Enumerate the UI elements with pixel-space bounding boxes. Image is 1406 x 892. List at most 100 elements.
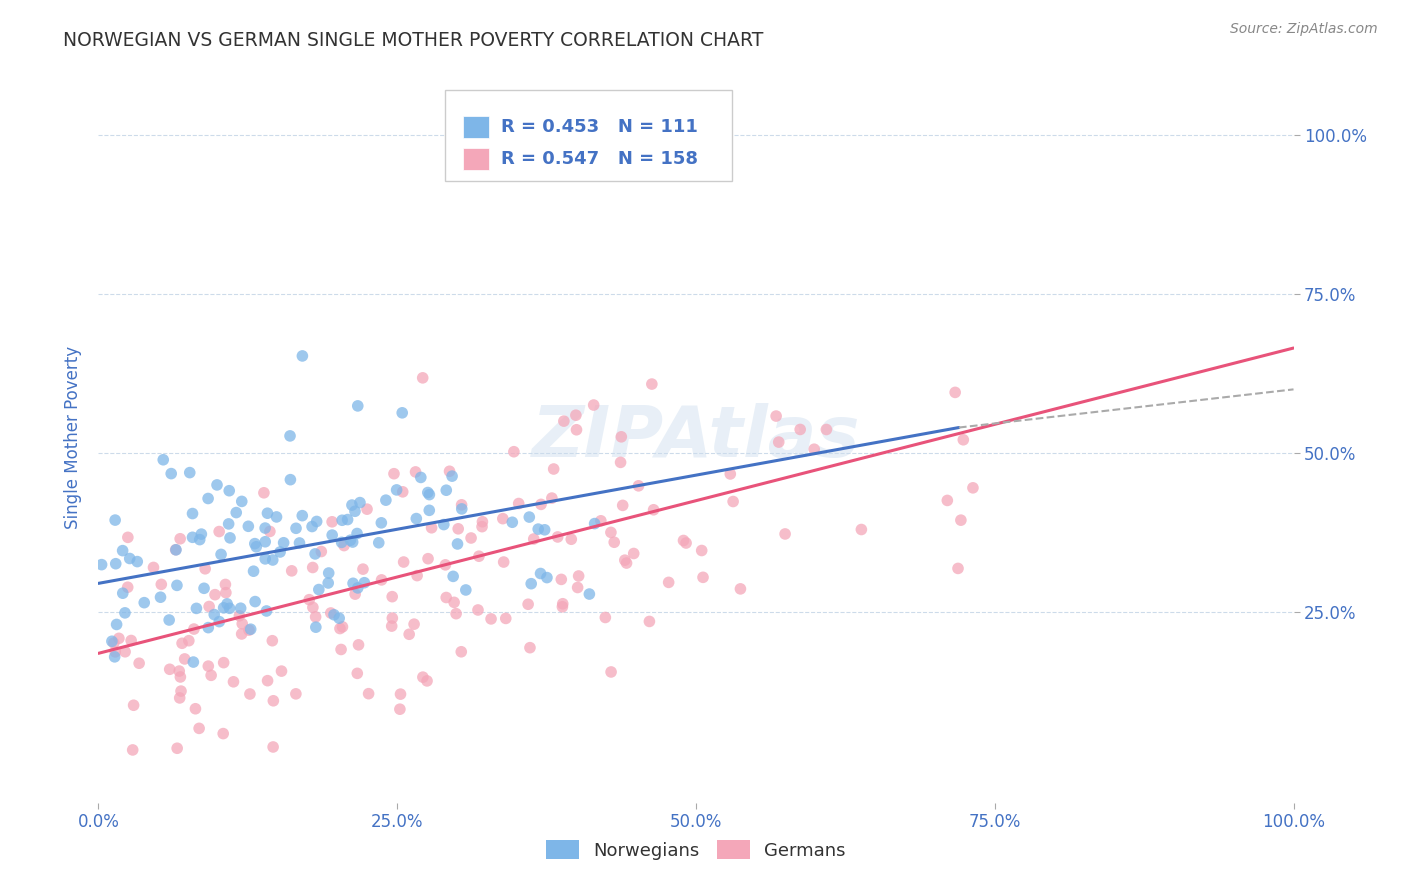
Point <box>578 587 600 601</box>
Point <box>197 491 219 506</box>
Point <box>269 545 291 559</box>
Point <box>278 429 301 443</box>
Point <box>193 582 215 596</box>
Point <box>627 479 650 493</box>
Point <box>298 592 321 607</box>
Point <box>134 596 156 610</box>
Point <box>641 377 664 392</box>
Point <box>616 556 638 570</box>
Point <box>181 530 204 544</box>
Point <box>543 462 565 476</box>
Point <box>291 508 314 523</box>
FancyBboxPatch shape <box>463 116 489 138</box>
Point <box>508 496 530 510</box>
Text: R = 0.547   N = 158: R = 0.547 N = 158 <box>501 150 699 168</box>
Point <box>254 521 277 535</box>
Point <box>439 464 461 478</box>
Point <box>319 606 342 620</box>
Point <box>381 590 404 604</box>
Point <box>568 569 591 583</box>
Point <box>262 553 284 567</box>
Point <box>443 595 465 609</box>
Point <box>316 576 339 591</box>
Point <box>284 687 307 701</box>
Point <box>352 562 374 576</box>
Point <box>183 622 205 636</box>
Point <box>108 632 131 646</box>
Point <box>565 423 588 437</box>
Point <box>418 503 440 517</box>
Point <box>166 741 188 756</box>
Point <box>217 597 239 611</box>
Point <box>243 536 266 550</box>
Point <box>943 385 966 400</box>
Point <box>610 430 633 444</box>
Point <box>169 532 191 546</box>
Point <box>613 553 636 567</box>
Point <box>405 465 427 479</box>
Point <box>340 498 363 512</box>
Point <box>527 522 550 536</box>
Point <box>188 722 211 736</box>
Point <box>228 608 250 623</box>
Point <box>253 485 276 500</box>
Point <box>219 531 242 545</box>
Point <box>609 455 631 469</box>
Point <box>103 636 125 650</box>
Point <box>231 616 253 631</box>
Point <box>536 571 558 585</box>
Point <box>367 535 389 549</box>
Point <box>183 655 205 669</box>
Point <box>266 510 288 524</box>
Point <box>803 442 825 457</box>
Point <box>127 555 149 569</box>
Point <box>529 566 551 581</box>
Point <box>391 484 413 499</box>
Point <box>357 687 380 701</box>
Point <box>446 537 468 551</box>
Point <box>121 743 143 757</box>
Point <box>167 664 190 678</box>
Point <box>718 467 741 481</box>
Point <box>104 649 127 664</box>
Point <box>222 674 245 689</box>
Point <box>343 504 366 518</box>
Point <box>198 599 221 614</box>
Point <box>936 493 959 508</box>
Point <box>962 481 984 495</box>
Point <box>349 495 371 509</box>
Point <box>523 532 546 546</box>
Point <box>347 638 370 652</box>
Point <box>370 516 392 530</box>
Point <box>582 398 605 412</box>
Point <box>370 573 392 587</box>
Point <box>851 523 873 537</box>
Point <box>551 599 574 614</box>
Point <box>169 670 191 684</box>
Point <box>519 640 541 655</box>
Point <box>256 604 278 618</box>
Point <box>169 690 191 705</box>
Point <box>118 551 141 566</box>
Point <box>468 549 491 564</box>
Point <box>304 547 326 561</box>
Point <box>214 577 236 591</box>
Point <box>441 569 464 583</box>
Point <box>420 521 443 535</box>
Point <box>239 687 262 701</box>
Point <box>308 582 330 597</box>
Point <box>173 652 195 666</box>
Point <box>374 493 396 508</box>
Point <box>388 702 411 716</box>
Point <box>382 467 405 481</box>
Point <box>177 633 200 648</box>
Point <box>467 603 489 617</box>
Point <box>302 600 325 615</box>
Point <box>346 399 368 413</box>
Point <box>409 470 432 484</box>
Point <box>550 573 572 587</box>
Point <box>520 576 543 591</box>
Point <box>416 673 439 688</box>
Point <box>553 414 575 428</box>
Point <box>166 578 188 592</box>
